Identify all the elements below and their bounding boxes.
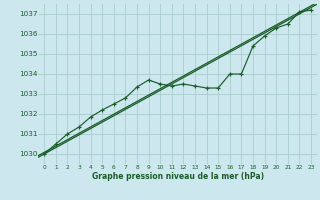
X-axis label: Graphe pression niveau de la mer (hPa): Graphe pression niveau de la mer (hPa) (92, 172, 264, 181)
